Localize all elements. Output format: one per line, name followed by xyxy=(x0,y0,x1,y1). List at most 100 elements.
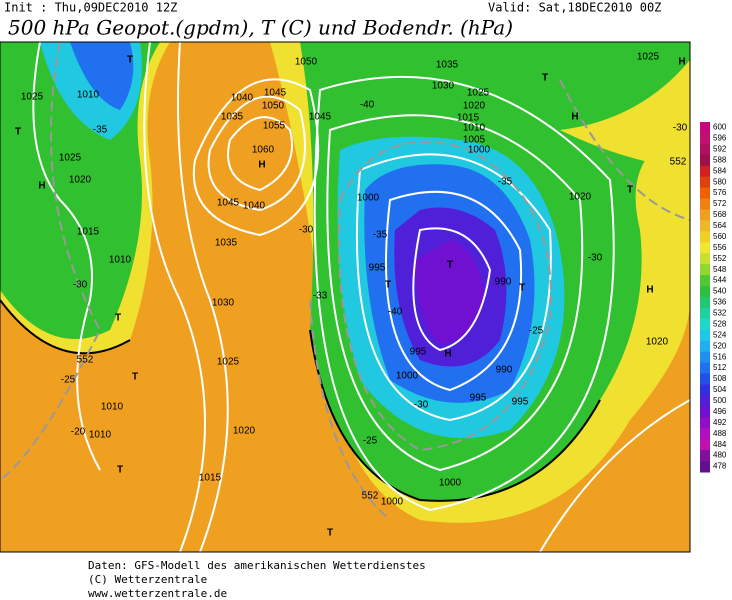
colorbar-label: 532 xyxy=(713,309,727,318)
map-label: 990 xyxy=(495,277,512,288)
colorbar-label: 592 xyxy=(713,144,727,153)
colorbar-label: 480 xyxy=(713,451,727,460)
colorbar-swatch xyxy=(700,209,710,221)
footer-line: (C) Wetterzentrale xyxy=(88,573,207,586)
colorbar-swatch xyxy=(700,318,710,331)
map-label: 1060 xyxy=(252,145,275,156)
map-label: 1020 xyxy=(233,426,256,437)
map-label: 1015 xyxy=(199,473,222,484)
colorbar-swatch xyxy=(700,231,710,243)
colorbar-swatch xyxy=(700,286,710,298)
map-label: 1040 xyxy=(231,93,254,104)
colorbar-swatch xyxy=(700,165,710,178)
colorbar-swatch xyxy=(700,220,710,232)
map-label: H xyxy=(678,57,685,68)
colorbar-label: 580 xyxy=(713,177,727,186)
colorbar-label: 496 xyxy=(713,407,727,416)
colorbar-swatch xyxy=(700,198,710,210)
map-label: 1020 xyxy=(646,337,669,348)
map-label: 1050 xyxy=(262,101,285,112)
colorbar-label: 588 xyxy=(713,155,727,164)
colorbar-swatch xyxy=(700,450,710,462)
colorbar-label: 520 xyxy=(713,341,727,350)
colorbar-label: 572 xyxy=(713,199,727,208)
map-border xyxy=(0,41,691,553)
colorbar-label: 492 xyxy=(713,418,727,427)
colorbar-swatch xyxy=(700,242,710,254)
footer-line: www.wetterzentrale.de xyxy=(88,587,227,600)
map-label: T xyxy=(385,280,391,291)
map-label: T xyxy=(15,127,21,138)
map-label: 1020 xyxy=(569,192,592,203)
map-label: 1000 xyxy=(396,371,419,382)
map-label: 995 xyxy=(512,397,529,408)
map-label: T xyxy=(519,283,525,294)
map-label: 1045 xyxy=(309,112,332,123)
map-label: H xyxy=(258,160,265,171)
map-label: 1020 xyxy=(463,101,486,112)
map-label: -35 xyxy=(93,125,108,136)
map-label: -30 xyxy=(414,400,429,411)
colorbar-swatch xyxy=(700,340,710,353)
colorbar-swatch xyxy=(700,264,710,276)
map-label: T xyxy=(627,185,633,196)
map-label: 1005 xyxy=(463,135,486,146)
colorbar-label: 544 xyxy=(713,276,727,285)
map-label: 1030 xyxy=(212,298,235,309)
init-text: Init : Thu,09DEC2010 12Z xyxy=(4,1,177,15)
map-field xyxy=(0,42,690,552)
colorbar-swatch xyxy=(700,428,710,440)
map-label: -25 xyxy=(529,326,544,337)
colorbar-swatch xyxy=(700,297,710,309)
colorbar-swatch xyxy=(700,187,710,200)
map-label: 1050 xyxy=(295,57,318,68)
map-label: 1010 xyxy=(109,255,132,266)
map-label: -25 xyxy=(363,436,378,447)
colorbar-swatch xyxy=(700,362,710,375)
colorbar-label: 488 xyxy=(713,429,727,438)
valid-text: Valid: Sat,18DEC2010 00Z xyxy=(488,1,661,15)
colorbar-swatch xyxy=(700,122,710,134)
map-label: 552 xyxy=(77,355,94,366)
colorbar-label: 568 xyxy=(713,210,727,219)
map-label: 1010 xyxy=(101,402,124,413)
colorbar-swatch xyxy=(700,351,710,364)
colorbar-label: 584 xyxy=(713,166,727,175)
map-label: -40 xyxy=(360,100,375,111)
map-label: 995 xyxy=(369,263,386,274)
map-label: 990 xyxy=(496,365,513,376)
colorbar-swatch xyxy=(700,395,710,407)
colorbar-swatch xyxy=(700,384,710,396)
map-label: 1045 xyxy=(264,88,287,99)
colorbar-label: 484 xyxy=(713,440,727,449)
colorbar-swatch xyxy=(700,406,710,418)
colorbar-label: 478 xyxy=(713,462,727,471)
map-label: -30 xyxy=(73,280,88,291)
map-label: 552 xyxy=(362,491,379,502)
colorbar-swatch xyxy=(700,417,710,429)
map-label: H xyxy=(571,112,578,123)
map-label: 1000 xyxy=(439,478,462,489)
map-title: 500 hPa Geopot.(gpdm), T (C) und Bodendr… xyxy=(8,16,513,40)
map-label: 1030 xyxy=(432,81,455,92)
colorbar-label: 504 xyxy=(713,385,727,394)
colorbar-swatch xyxy=(700,253,710,265)
colorbar-label: 536 xyxy=(713,298,727,307)
map-label: 1020 xyxy=(69,175,92,186)
map-label: 1025 xyxy=(217,357,240,368)
colorbar-swatch xyxy=(700,461,710,473)
colorbar-label: 596 xyxy=(713,134,727,143)
colorbar-swatch xyxy=(700,329,710,342)
map-label: 1015 xyxy=(77,227,100,238)
map-label: T xyxy=(542,73,548,84)
map-label: 1000 xyxy=(381,497,404,508)
map-label: -35 xyxy=(498,177,513,188)
map-label: 1010 xyxy=(77,90,100,101)
map-label: 1010 xyxy=(463,123,486,134)
colorbar-swatch xyxy=(700,307,710,320)
colorbar-label: 540 xyxy=(713,287,727,296)
map-label: 1000 xyxy=(468,145,491,156)
map-label: T xyxy=(447,260,453,271)
map-label: -40 xyxy=(388,307,403,318)
